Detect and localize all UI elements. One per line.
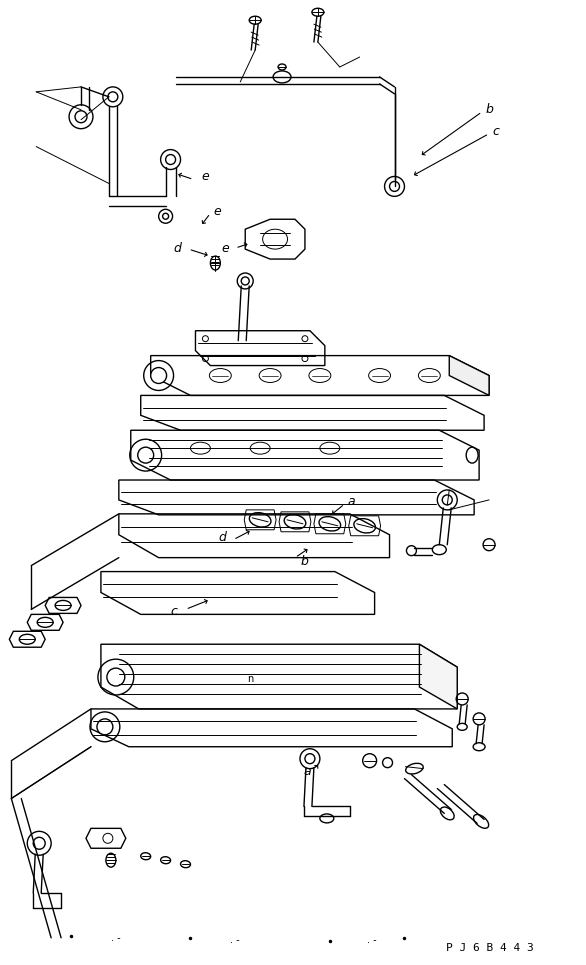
Text: b: b	[485, 103, 493, 116]
Text: . -: . -	[367, 935, 376, 945]
Circle shape	[151, 368, 166, 383]
Text: d: d	[219, 532, 226, 544]
Text: . -: . -	[111, 933, 121, 943]
Circle shape	[97, 719, 113, 734]
Circle shape	[390, 181, 400, 191]
Text: b: b	[301, 555, 309, 568]
Text: e: e	[213, 205, 222, 218]
Text: n: n	[247, 675, 253, 684]
Polygon shape	[420, 645, 457, 709]
Polygon shape	[449, 356, 489, 396]
Text: . -: . -	[230, 935, 240, 945]
Text: a: a	[303, 765, 311, 778]
Text: c: c	[493, 125, 499, 138]
Text: c: c	[170, 605, 177, 618]
Circle shape	[241, 277, 249, 285]
Text: e: e	[202, 170, 209, 183]
Text: a: a	[348, 495, 356, 509]
Circle shape	[163, 213, 169, 219]
Text: P J 6 B 4 4 3: P J 6 B 4 4 3	[446, 943, 534, 952]
Text: d: d	[173, 241, 182, 255]
Text: e: e	[222, 241, 229, 255]
Circle shape	[138, 447, 154, 463]
Circle shape	[107, 668, 125, 686]
